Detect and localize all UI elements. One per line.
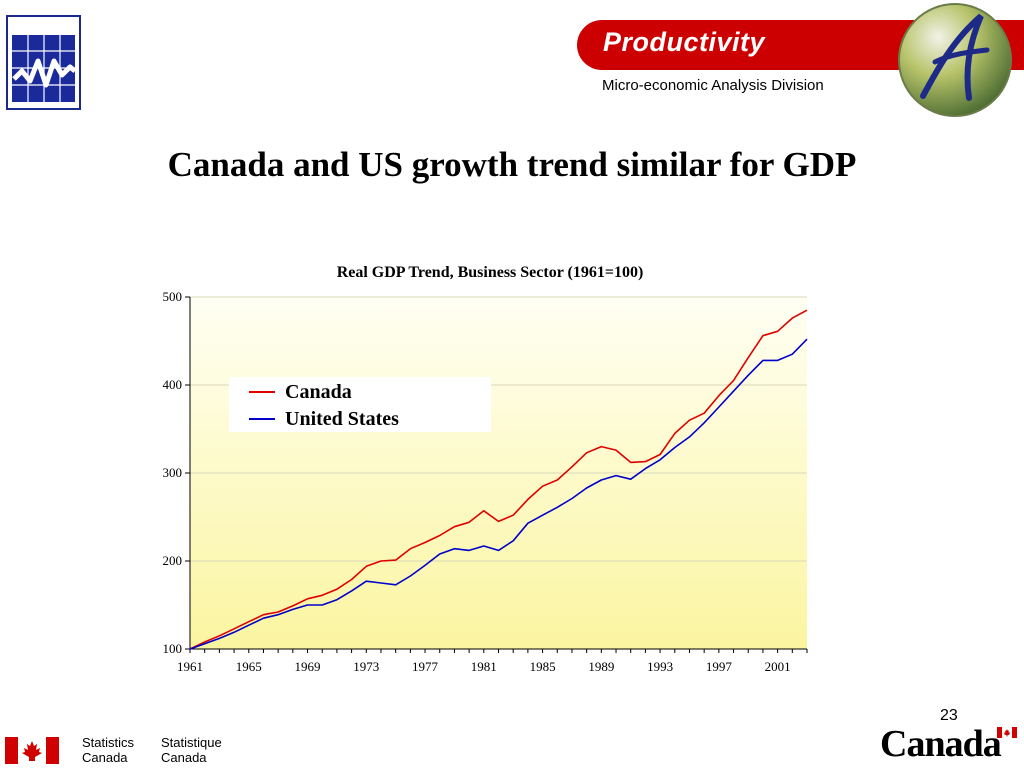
- x-tick-label: 1989: [588, 659, 614, 674]
- statcan-english: Statistics Canada: [82, 735, 134, 765]
- chart-title: Real GDP Trend, Business Sector (1961=10…: [337, 264, 644, 281]
- y-tick-label: 500: [163, 289, 183, 304]
- division-label: Micro-economic Analysis Division: [602, 77, 824, 94]
- canada-flag-icon: [5, 737, 59, 764]
- x-tick-label: 1973: [353, 659, 379, 674]
- y-tick-label: 300: [163, 465, 183, 480]
- canada-wordmark: Canada: [880, 723, 1002, 765]
- statcan-french: Statistique Canada: [161, 735, 222, 765]
- page-number: 23: [940, 707, 958, 724]
- x-tick-label: 1965: [236, 659, 262, 674]
- wordmark-flag-icon: [997, 727, 1017, 738]
- statcan-en-line-1: Statistics: [82, 735, 135, 750]
- series-lines: [189, 309, 808, 650]
- gridlines: [190, 296, 807, 562]
- banner-title: Productivity: [603, 27, 766, 57]
- y-tick-label: 200: [163, 553, 183, 568]
- x-tick-label: 1969: [295, 659, 321, 674]
- legend-item-canada: Canada: [249, 379, 352, 405]
- statistics-canada-signature: Statistics Canada Statistique Canada: [5, 733, 245, 765]
- x-tick-label: 1997: [706, 659, 733, 674]
- series-line-canada: [189, 309, 808, 650]
- statcan-en-line-2: Canada: [82, 750, 128, 765]
- legend-label-united-states: United States: [285, 407, 399, 430]
- legend-line-canada: [249, 391, 275, 393]
- y-axis-ticks: 100 200 300 400 500: [163, 289, 190, 656]
- gdp-line-chart: Real GDP Trend, Business Sector (1961=10…: [163, 264, 808, 674]
- chart-legend: Canada United States: [229, 377, 491, 432]
- statcan-fr-line-2: Canada: [161, 750, 207, 765]
- y-tick-label: 100: [163, 641, 183, 656]
- series-line-united-states: [189, 338, 808, 650]
- x-axis-ticks: 1961 1965 1969 1973 1977 1981 1985 1989 1993 1997…: [177, 649, 808, 674]
- slide-title: Canada and US growth trend similar for G…: [167, 145, 857, 184]
- x-tick-label: 1961: [177, 659, 203, 674]
- legend-label-canada: Canada: [285, 380, 352, 403]
- legend-line-united-states: [249, 418, 275, 420]
- x-tick-label: 2001: [765, 659, 791, 674]
- x-tick-label: 1981: [471, 659, 497, 674]
- statcan-graph-logo: [6, 15, 81, 110]
- x-tick-label: 1993: [647, 659, 673, 674]
- legend-item-united-states: United States: [249, 406, 399, 432]
- y-tick-label: 400: [163, 377, 183, 392]
- x-tick-label: 1985: [530, 659, 556, 674]
- analysis-sphere-logo-icon: [898, 3, 1012, 117]
- graph-logo-icon: [12, 35, 77, 102]
- x-tick-label: 1977: [412, 659, 439, 674]
- statcan-fr-line-1: Statistique: [161, 735, 222, 750]
